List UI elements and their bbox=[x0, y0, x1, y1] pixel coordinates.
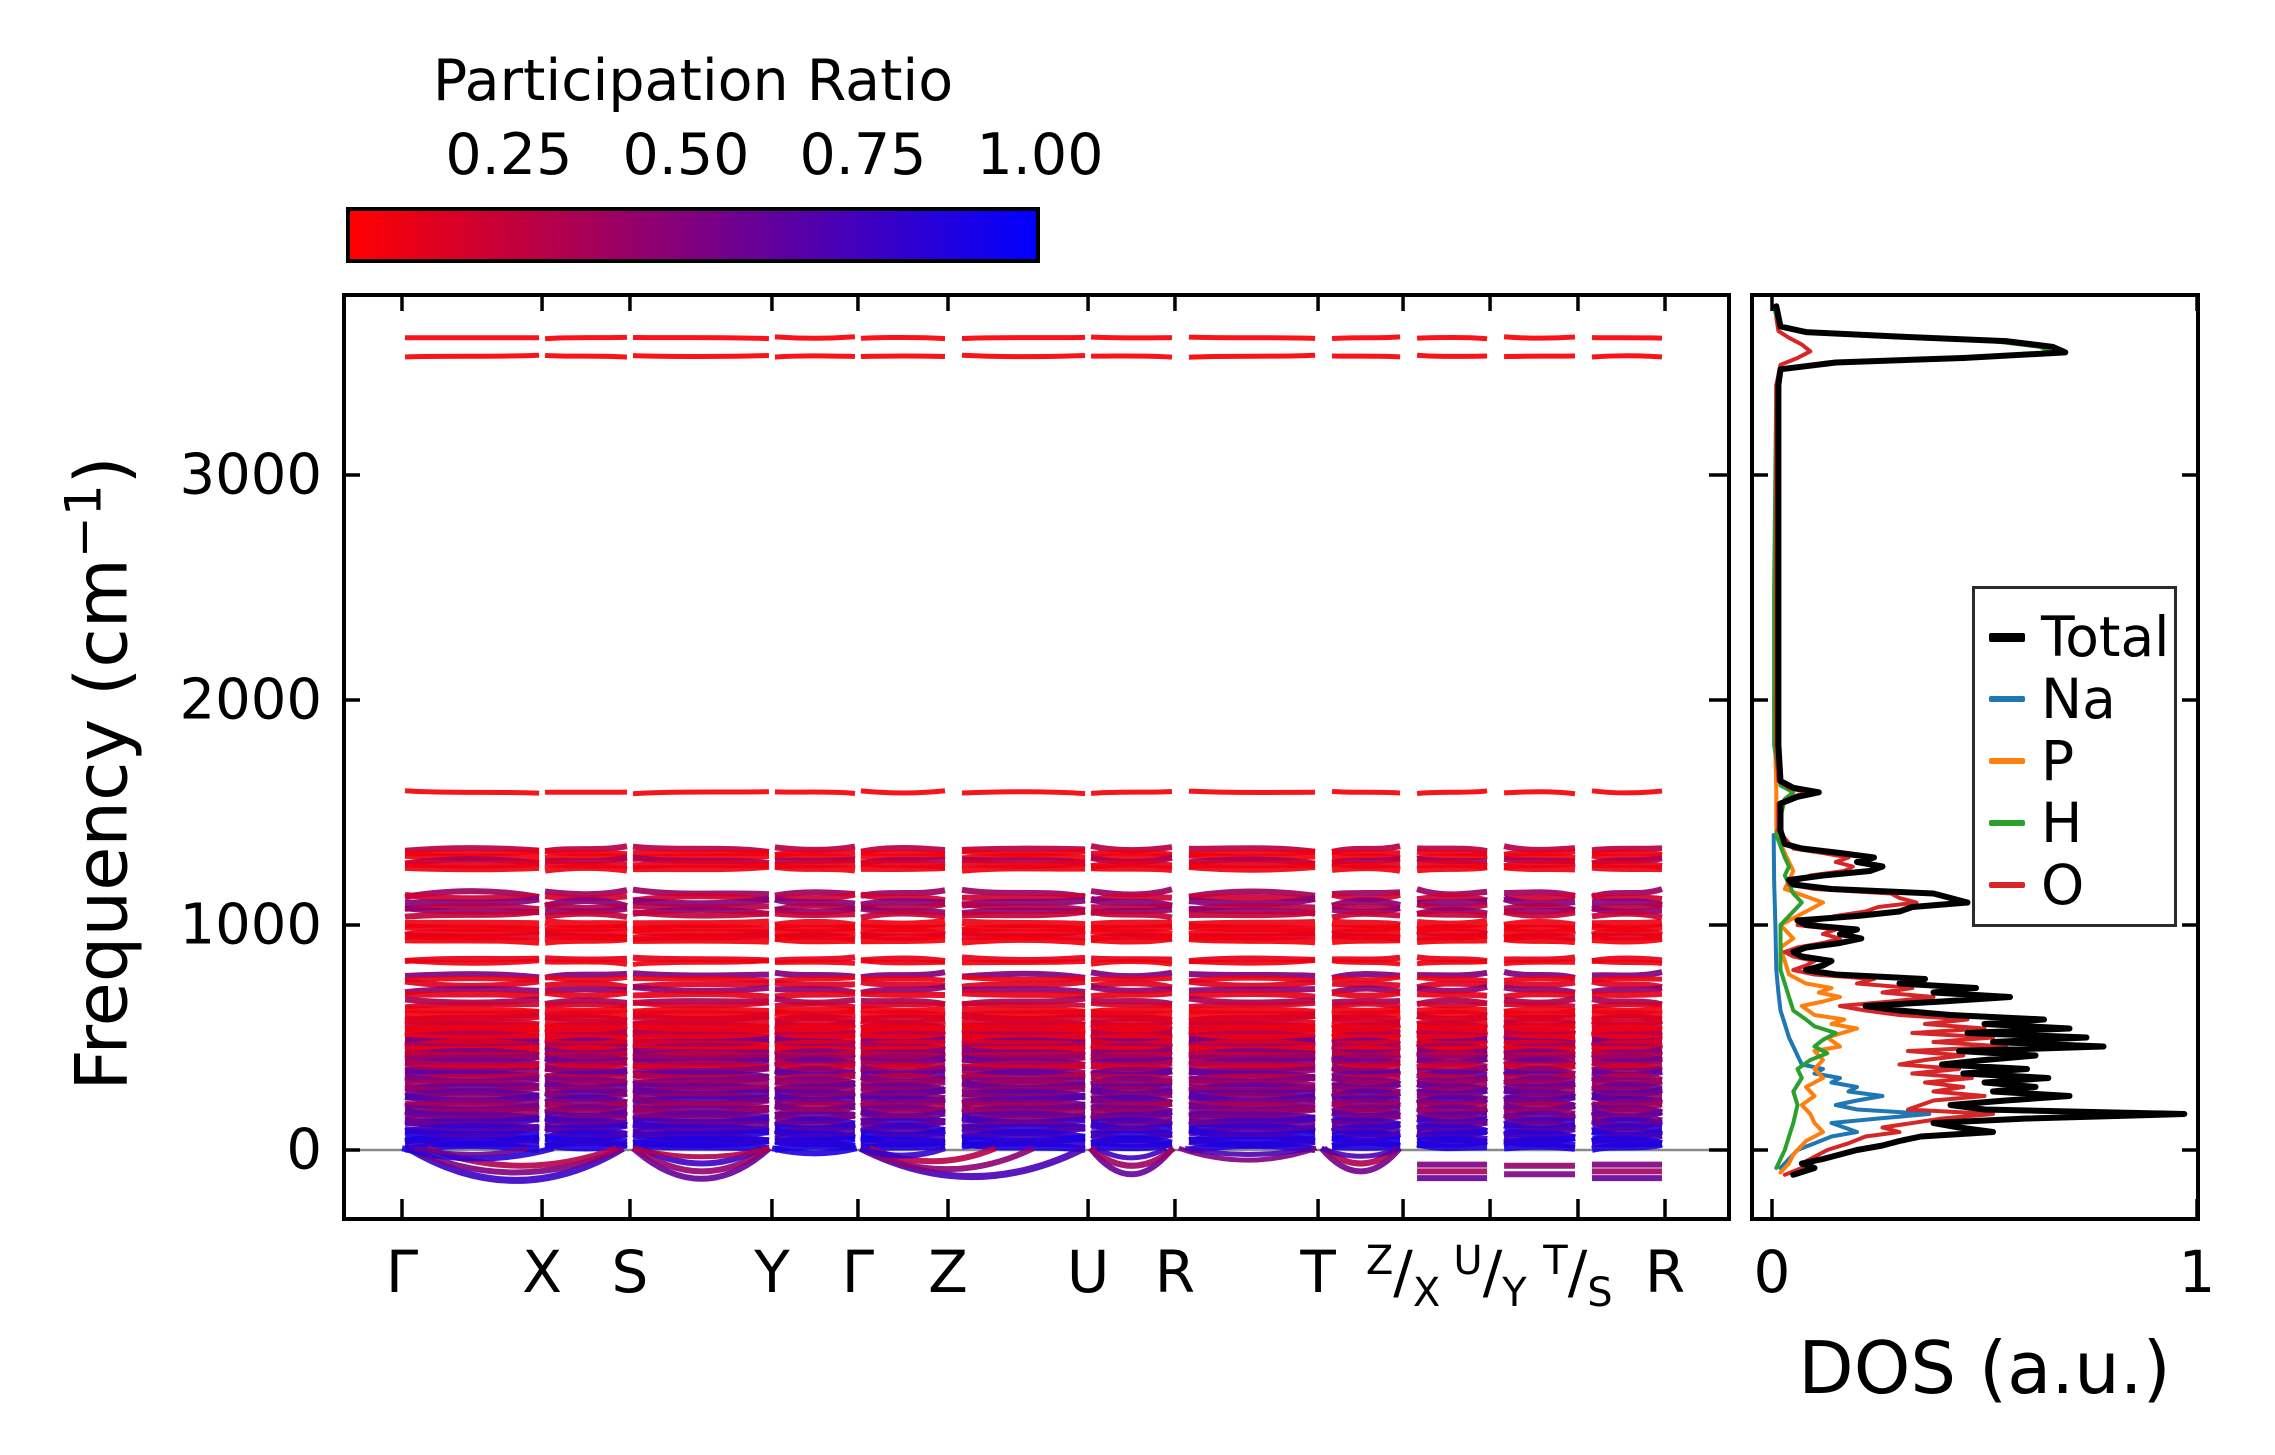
legend-entry-na: Na bbox=[1989, 669, 2116, 729]
legend-label: P bbox=[2041, 728, 2075, 793]
y-axis-label-superscript: −1 bbox=[54, 484, 113, 559]
legend-line-swatch bbox=[1989, 882, 2025, 888]
colorbar-tick-label: 1.00 bbox=[976, 122, 1104, 188]
kpath-label-R: R bbox=[1154, 1238, 1196, 1306]
dos-tick-label: 1 bbox=[2178, 1238, 2216, 1306]
legend-entry-total: Total bbox=[1989, 607, 2169, 667]
kpath-label-Z: Z bbox=[928, 1238, 968, 1306]
dos-tick-label: 0 bbox=[1753, 1238, 1791, 1306]
legend-label: Total bbox=[2041, 604, 2170, 669]
kpath-label-U: U bbox=[1066, 1238, 1110, 1306]
dos-axis-label: DOS (a.u.) bbox=[1798, 1326, 2171, 1410]
colorbar bbox=[346, 207, 1040, 263]
kpath-label-R: R bbox=[1644, 1238, 1686, 1306]
band-structure-plot bbox=[342, 334, 1727, 1184]
y-axis-label: Frequency (cm−1) bbox=[54, 456, 144, 1091]
kpath-label-Z-X: Z/X bbox=[1365, 1238, 1441, 1316]
y-tick-label: 3000 bbox=[179, 442, 322, 508]
y-tick-label: 1000 bbox=[179, 892, 322, 958]
legend-entry-h: H bbox=[1989, 793, 2082, 853]
kpath-label-S: S bbox=[611, 1238, 649, 1306]
kpath-label-U-Y: U/Y bbox=[1453, 1238, 1527, 1316]
colorbar-title: Participation Ratio bbox=[432, 48, 954, 114]
dos-curve-na bbox=[1771, 833, 1932, 1170]
kpath-label-X: X bbox=[522, 1238, 562, 1306]
dos-plot bbox=[1771, 303, 2188, 1178]
kpath-label-Γ: Γ bbox=[841, 1238, 875, 1306]
dos-curve-total bbox=[1773, 303, 2188, 1178]
colorbar-tick-labels: 0.25 0.50 0.75 1.00 bbox=[0, 122, 2275, 188]
y-tick-label: 2000 bbox=[179, 667, 322, 733]
legend-line-swatch bbox=[1989, 632, 2025, 642]
legend-line-swatch bbox=[1989, 820, 2025, 826]
kpath-label-Γ: Γ bbox=[385, 1238, 419, 1306]
kpath-label-Y: Y bbox=[754, 1238, 790, 1306]
legend-entry-p: P bbox=[1989, 731, 2074, 791]
y-tick-label: 0 bbox=[286, 1117, 322, 1183]
colorbar-gradient bbox=[350, 211, 1036, 259]
kpath-label-T: T bbox=[1300, 1238, 1336, 1306]
legend-label: Na bbox=[2041, 666, 2116, 731]
colorbar-tick-label: 0.25 bbox=[445, 122, 573, 188]
legend-line-swatch bbox=[1989, 758, 2025, 764]
kpath-label-T-S: T/S bbox=[1543, 1238, 1613, 1316]
colorbar-tick-label: 0.75 bbox=[799, 122, 927, 188]
legend-entry-o: O bbox=[1989, 855, 2084, 915]
legend-line-swatch bbox=[1989, 696, 2025, 702]
legend-label: H bbox=[2041, 790, 2083, 855]
legend-label: O bbox=[2041, 852, 2085, 917]
axis-ticks bbox=[342, 293, 2200, 1217]
dos-curve-p bbox=[1772, 698, 1859, 1175]
colorbar-tick-label: 0.50 bbox=[622, 122, 750, 188]
dos-legend: Total Na P H O bbox=[1972, 586, 2177, 927]
